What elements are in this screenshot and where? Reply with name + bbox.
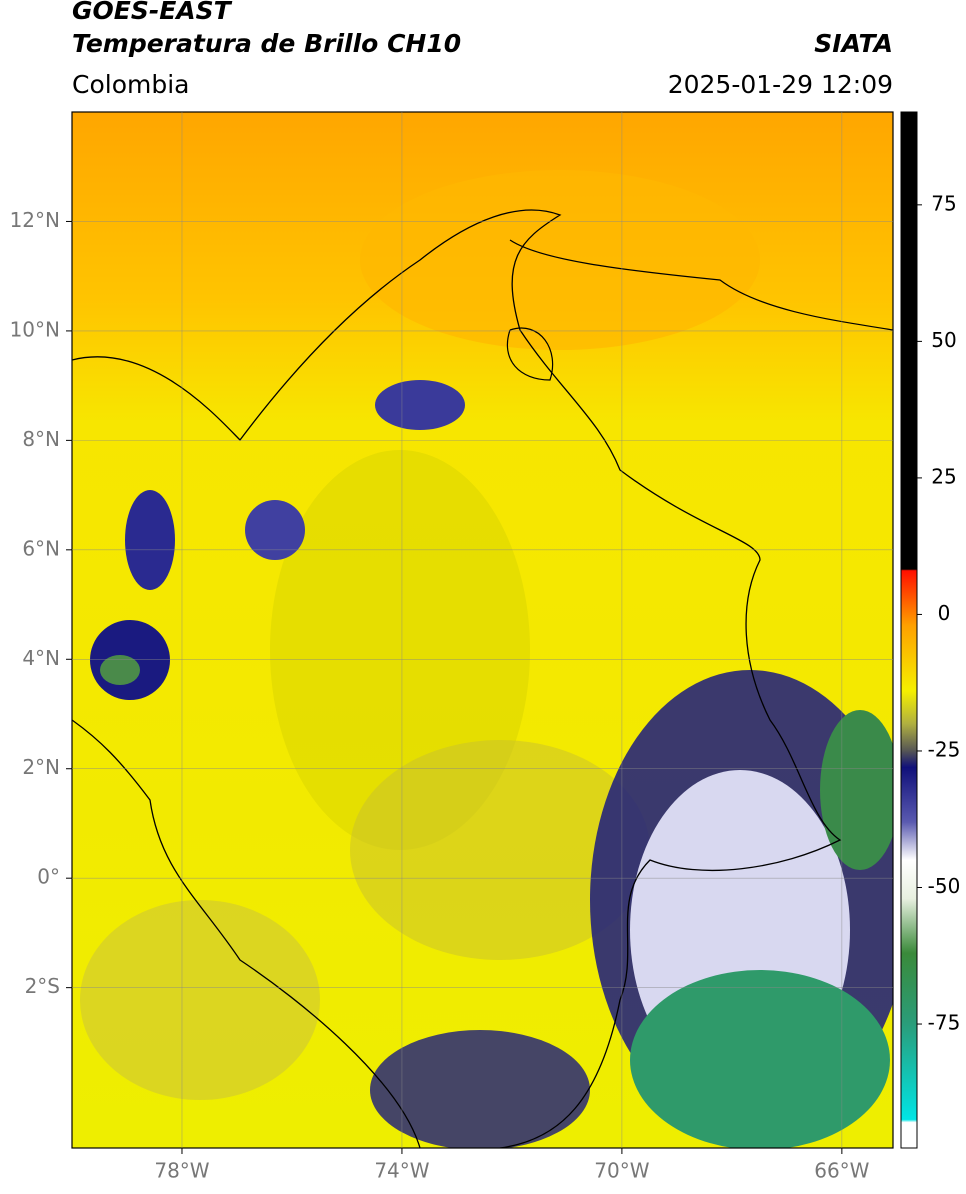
colorbar-tick-label: -50 xyxy=(928,874,961,898)
y-tick-label: 2°S xyxy=(25,974,60,998)
y-tick-label: 2°N xyxy=(22,755,60,779)
cloud xyxy=(820,710,893,870)
colorbar-tick-label: 75 xyxy=(931,191,956,215)
colorbar-tick-label: 0 xyxy=(938,601,951,625)
y-tick-label: 6°N xyxy=(22,536,60,560)
x-tick-label: 70°W xyxy=(594,1159,649,1183)
warm-area xyxy=(360,170,760,350)
colorbar-tick-label: -75 xyxy=(928,1011,961,1035)
title: GOES-EAST xyxy=(72,0,233,25)
border xyxy=(72,209,842,1148)
cloud xyxy=(350,740,650,960)
cloud xyxy=(370,1030,590,1148)
y-tick-label: 8°N xyxy=(22,427,60,451)
colorbar xyxy=(901,112,917,1148)
y-tick-label: 10°N xyxy=(10,317,60,341)
subtitle: Temperatura de Brillo CH10 xyxy=(72,29,461,58)
colorbar-tick-label: 25 xyxy=(931,464,956,488)
cloud xyxy=(100,655,140,685)
colorbar-tick-label: 50 xyxy=(931,328,956,352)
cloud xyxy=(630,970,890,1148)
colorbar-frame xyxy=(900,111,918,1149)
cloud xyxy=(80,900,320,1100)
cloud xyxy=(375,380,465,430)
map-frame xyxy=(71,111,894,1149)
y-tick-label: 4°N xyxy=(22,646,60,670)
region: Colombia xyxy=(72,70,189,99)
cloud xyxy=(245,500,305,560)
timestamp: 2025-01-29 12:09 xyxy=(668,70,893,99)
x-tick-label: 66°W xyxy=(814,1159,869,1183)
source: SIATA xyxy=(814,29,893,58)
x-tick-label: 78°W xyxy=(154,1159,209,1183)
imagery xyxy=(72,112,893,1148)
cloud xyxy=(125,490,175,590)
y-tick-label: 0° xyxy=(37,865,60,889)
x-tick-label: 74°W xyxy=(374,1159,429,1183)
colorbar-tick-label: -25 xyxy=(928,737,961,761)
y-tick-label: 12°N xyxy=(10,208,60,232)
